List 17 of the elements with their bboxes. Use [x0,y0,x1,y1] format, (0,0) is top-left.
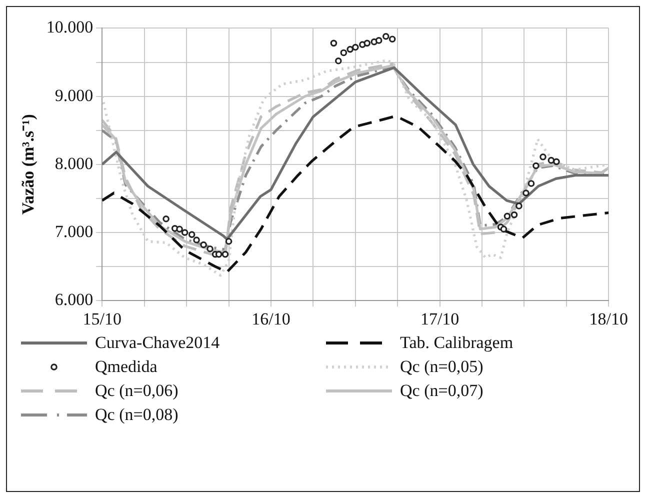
y-tick-label: 9.000 [54,86,94,105]
x-tick-label: 16/10 [252,309,290,328]
y-tick-label: 8.000 [54,154,94,173]
legend-label: Qc (n=0,08) [95,405,178,425]
legend-label: Tab. Calibragem [400,333,514,353]
legend-label: Qc (n=0,07) [400,381,484,401]
x-tick-label: 17/10 [420,309,460,328]
y-tick-label: 10.000 [46,18,94,37]
y-axis-title: Vazão (m³.s⁻¹) [18,114,38,215]
legend-label: Curva-Chave2014 [95,333,220,353]
legend-label: Qmedida [95,357,158,377]
y-tick-label: 7.000 [54,222,94,241]
legend-label: Qc (n=0,05) [400,357,484,377]
y-tick-label: 6.000 [54,290,94,310]
x-tick-label: 18/10 [589,309,628,328]
x-tick-label: 15/10 [82,309,122,328]
legend-label: Qc (n=0,06) [95,381,178,401]
